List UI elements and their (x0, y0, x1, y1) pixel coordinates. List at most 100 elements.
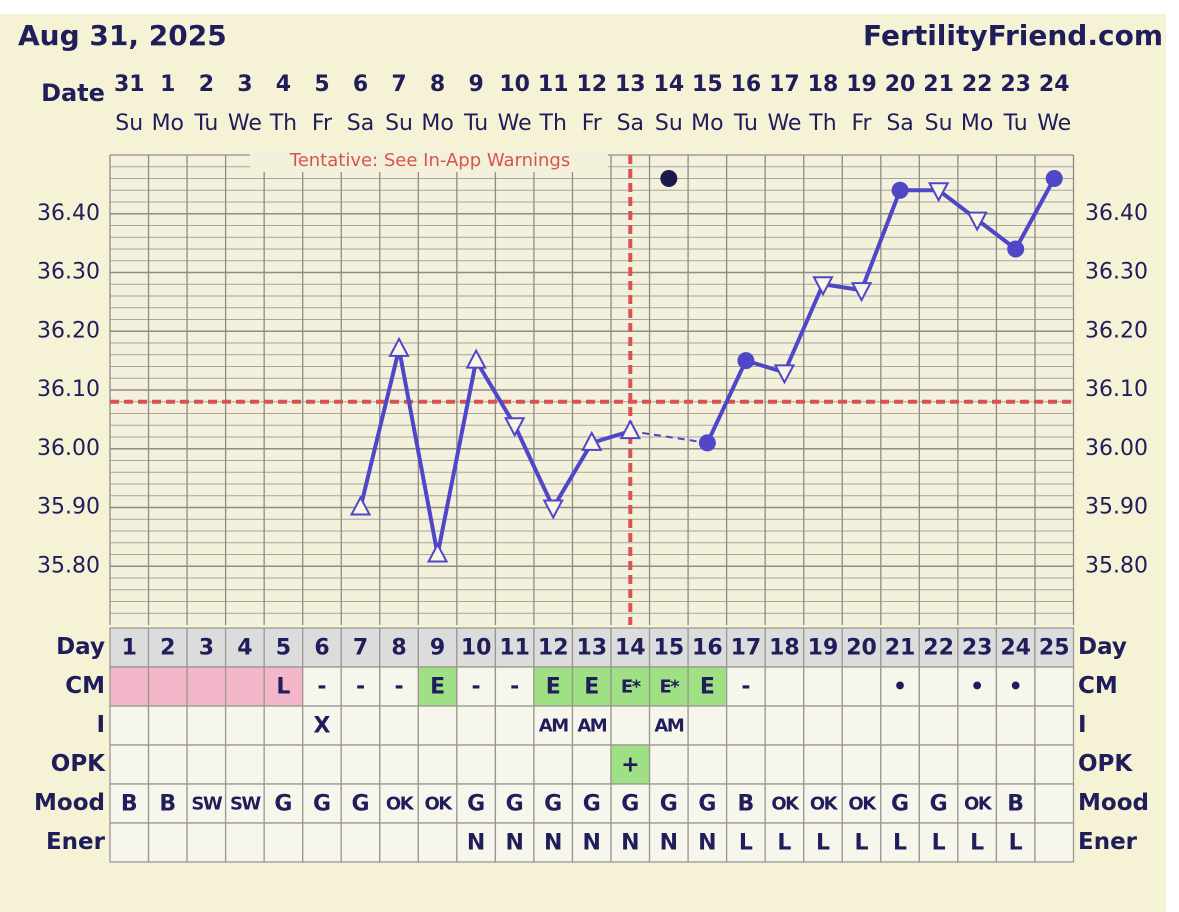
table-cell (803, 627, 843, 668)
cell-text: N (698, 831, 716, 856)
cell-text: SW (230, 794, 261, 815)
cell-text: 21 (885, 636, 916, 661)
table-cell (571, 666, 612, 707)
cell-text: 15 (654, 636, 685, 661)
date-label: 14 (654, 72, 685, 97)
table-cell (725, 744, 766, 785)
table-cell (687, 744, 728, 785)
temperature-point (1007, 240, 1025, 258)
y-tick-label: 36.30 (37, 260, 100, 285)
cell-text: N (621, 831, 639, 856)
cell-text: OK (810, 794, 839, 815)
table-cell (880, 705, 920, 746)
table-cell (147, 666, 188, 707)
temperature-point (737, 352, 755, 370)
table-cell (417, 822, 458, 863)
cell-text: G (698, 792, 716, 817)
temperature-point (504, 417, 526, 438)
cell-text: E (546, 675, 561, 700)
temperature-point (1045, 170, 1063, 187)
weekday-label: Su (385, 111, 413, 136)
temperature-point (581, 430, 603, 451)
temperature-point (966, 211, 988, 232)
cell-text: - (394, 675, 403, 700)
table-cell (841, 705, 882, 746)
cell-text: N (660, 831, 678, 856)
table-cell (687, 705, 728, 746)
cell-text: 2 (160, 636, 175, 661)
table-cell (841, 783, 882, 824)
cell-text: 25 (1039, 636, 1070, 661)
temperature-point (850, 282, 873, 303)
cell-text: 7 (353, 636, 368, 661)
table-cell (687, 627, 728, 668)
weekday-label: We (1037, 111, 1071, 136)
cell-text: G (506, 792, 524, 817)
cell-text: OK (771, 794, 800, 815)
cell-text: 19 (808, 636, 839, 661)
cell-text: X (313, 714, 330, 739)
cell-text: 17 (731, 636, 762, 661)
cell-text: B (121, 792, 138, 817)
cell-text: G (313, 792, 331, 817)
cell-text: • (970, 675, 984, 700)
weekday-label: Mo (691, 111, 723, 136)
table-cell (533, 783, 574, 824)
y2-tick-label: 35.90 (1085, 495, 1148, 520)
row-label: Mood (1078, 790, 1149, 816)
weekday-label: Sa (347, 111, 374, 136)
weekday-label: Su (115, 111, 143, 136)
table-cell (186, 705, 227, 746)
table-cell (880, 822, 920, 863)
table-cell (340, 822, 381, 863)
date-label: 4 (276, 72, 291, 97)
table-cell (533, 822, 574, 863)
table-cell (957, 822, 998, 863)
table-cell (263, 666, 304, 707)
cell-text: N (583, 831, 601, 856)
table-cell (918, 705, 959, 746)
cell-text: 24 (1000, 636, 1031, 661)
weekday-label: Th (539, 111, 567, 136)
cell-text: • (893, 675, 907, 700)
cell-text: B (738, 792, 755, 817)
date-label: 23 (1000, 72, 1031, 97)
table-cell (610, 822, 651, 863)
cell-text: G (274, 792, 292, 817)
cell-text: E (700, 675, 715, 700)
table-cell (340, 705, 381, 746)
cell-text: 1 (122, 636, 137, 661)
temperature-point (812, 276, 834, 297)
table-cell (224, 822, 265, 863)
date-label: 3 (237, 72, 252, 97)
cell-text: N (505, 831, 523, 856)
cell-text: E* (621, 677, 642, 698)
table-cell (417, 705, 458, 746)
table-cell (764, 822, 805, 863)
temperature-point (927, 182, 950, 203)
cell-text: G (930, 792, 948, 817)
y2-tick-label: 36.20 (1085, 318, 1148, 343)
cell-text: L (739, 831, 753, 856)
weekday-label: Tu (193, 111, 218, 136)
weekday-label: Th (269, 111, 297, 136)
table-cell (610, 666, 651, 707)
table-cell (725, 822, 766, 863)
table-cell (533, 666, 574, 707)
table-cell (379, 744, 419, 785)
cell-text: - (472, 675, 481, 700)
cell-text: L (1009, 831, 1023, 856)
weekday-label: Mo (961, 111, 993, 136)
cell-text: 3 (199, 636, 214, 661)
table-cell (456, 705, 497, 746)
cell-text: L (276, 675, 290, 700)
cell-text: N (467, 831, 485, 856)
y-tick-label: 35.90 (37, 495, 100, 520)
date-label: Date (41, 79, 105, 107)
table-cell (803, 744, 843, 785)
table-cell (494, 666, 535, 707)
cell-text: E (430, 675, 445, 700)
cell-text: L (970, 831, 984, 856)
weekday-label: Mo (421, 111, 453, 136)
